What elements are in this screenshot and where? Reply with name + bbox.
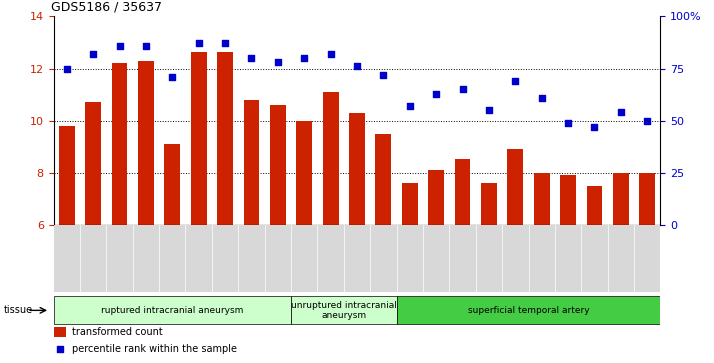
Bar <box>396 225 423 292</box>
Text: percentile rank within the sample: percentile rank within the sample <box>71 343 237 354</box>
Point <box>457 86 468 92</box>
Bar <box>634 225 660 292</box>
Point <box>272 60 283 65</box>
Point <box>536 95 548 101</box>
Point <box>589 124 600 130</box>
Bar <box>270 105 286 225</box>
Point <box>563 120 574 126</box>
Bar <box>608 225 634 292</box>
Point <box>510 78 521 84</box>
Bar <box>508 150 523 225</box>
Text: transformed count: transformed count <box>71 327 163 337</box>
Text: GDS5186 / 35637: GDS5186 / 35637 <box>51 1 161 14</box>
Point <box>325 51 336 57</box>
Point <box>615 110 627 115</box>
Point <box>298 55 310 61</box>
Point <box>219 41 231 46</box>
Bar <box>217 52 233 225</box>
Text: unruptured intracranial
aneurysm: unruptured intracranial aneurysm <box>291 301 397 320</box>
Point <box>193 41 204 46</box>
Bar <box>265 225 291 292</box>
Bar <box>349 113 365 225</box>
Bar <box>344 225 370 292</box>
Bar <box>639 173 655 225</box>
Bar <box>449 225 476 292</box>
Bar <box>481 183 497 225</box>
Bar <box>402 183 418 225</box>
Point <box>642 118 653 124</box>
Bar <box>423 225 449 292</box>
Bar <box>159 225 186 292</box>
Bar <box>133 225 159 292</box>
Bar <box>323 92 338 225</box>
Text: superficial temporal artery: superficial temporal artery <box>468 306 589 315</box>
Bar <box>138 61 154 225</box>
Point <box>61 66 72 72</box>
Bar <box>613 173 629 225</box>
Text: tissue: tissue <box>4 305 33 315</box>
Bar <box>476 225 502 292</box>
Bar <box>291 225 318 292</box>
Bar <box>80 225 106 292</box>
Text: ruptured intracranial aneurysm: ruptured intracranial aneurysm <box>101 306 243 315</box>
Bar <box>186 225 212 292</box>
Bar <box>54 327 66 337</box>
Bar <box>581 225 608 292</box>
Bar <box>291 297 396 324</box>
Bar <box>376 134 391 225</box>
Bar <box>54 297 291 324</box>
Bar <box>106 225 133 292</box>
Bar <box>502 225 528 292</box>
Point <box>87 51 99 57</box>
Bar <box>560 175 576 225</box>
Bar <box>370 225 396 292</box>
Bar <box>428 170 444 225</box>
Point <box>140 43 151 49</box>
Point <box>351 64 363 69</box>
Point <box>404 103 416 109</box>
Bar <box>243 100 259 225</box>
Bar <box>455 159 471 225</box>
Bar <box>528 225 555 292</box>
Bar <box>212 225 238 292</box>
Point <box>54 346 66 351</box>
Point <box>431 91 442 97</box>
Bar <box>164 144 180 225</box>
Bar <box>534 173 550 225</box>
Point <box>378 72 389 78</box>
Bar <box>318 225 344 292</box>
Bar <box>54 225 80 292</box>
Bar <box>191 52 206 225</box>
Bar <box>555 225 581 292</box>
Point <box>483 107 495 113</box>
Bar <box>238 225 265 292</box>
Point <box>246 55 257 61</box>
Bar <box>85 102 101 225</box>
Bar <box>111 63 127 225</box>
Bar <box>587 186 603 225</box>
Bar <box>396 297 660 324</box>
Bar <box>296 121 312 225</box>
Bar <box>59 126 75 225</box>
Point <box>114 43 125 49</box>
Point <box>166 74 178 80</box>
